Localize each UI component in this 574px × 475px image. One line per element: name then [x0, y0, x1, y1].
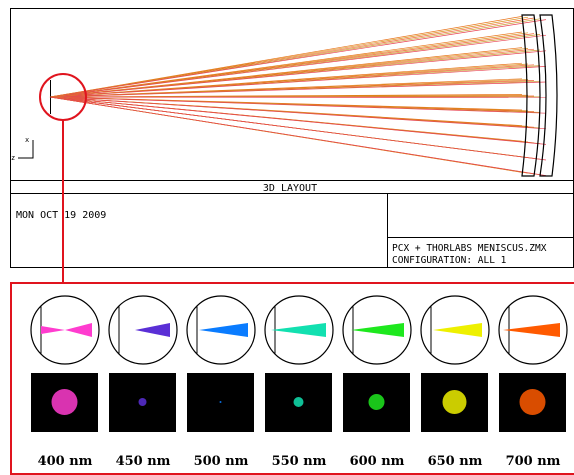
spot — [220, 401, 222, 403]
ray — [50, 97, 546, 129]
file-name: PCX + THORLABS MENISCUS.ZMX — [392, 243, 547, 254]
date: MON OCT 19 2009 — [16, 210, 106, 221]
axis-label: z — [11, 154, 15, 162]
spot — [52, 389, 78, 415]
spot — [443, 390, 467, 414]
wavelength-label: 550 nm — [272, 454, 327, 469]
spot — [520, 389, 546, 415]
ray — [50, 97, 546, 113]
spot — [294, 397, 304, 407]
ray-fan — [50, 16, 546, 175]
layout-title: 3D LAYOUT — [263, 183, 317, 194]
ray — [50, 20, 546, 97]
wavelength-label: 600 nm — [350, 454, 405, 469]
wavelength-label: 700 nm — [506, 454, 561, 469]
lenses — [522, 15, 557, 176]
wavelength-label: 500 nm — [194, 454, 249, 469]
axis-label: x — [25, 136, 29, 144]
spot — [369, 394, 385, 410]
spot — [139, 398, 147, 406]
figure: x z 3D LAYOUT MON OCT 19 2009 PCX + THOR… — [0, 0, 574, 475]
wavelength-panels: 400 nm 450 nm 500 nm 550 nm 600 nm 650 nm 700 … — [31, 296, 567, 469]
configuration: CONFIGURATION: ALL 1 — [392, 255, 507, 266]
wavelength-label: 400 nm — [38, 454, 93, 469]
wavelength-label: 650 nm — [428, 454, 483, 469]
wavelength-label: 450 nm — [116, 454, 171, 469]
ray — [50, 97, 546, 160]
